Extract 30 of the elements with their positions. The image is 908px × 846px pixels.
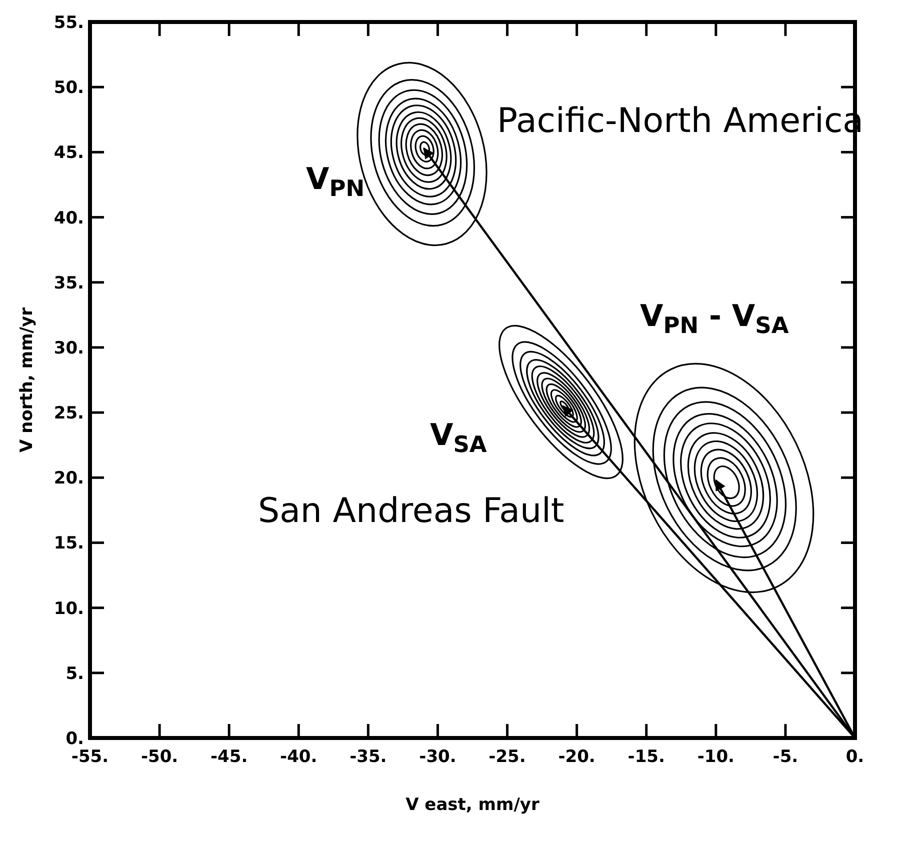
y-tick-label: 30.: [54, 338, 84, 358]
x-tick-label: -50.: [140, 747, 178, 767]
y-tick-label: 10.: [54, 598, 84, 619]
x-tick-label: -15.: [628, 747, 665, 767]
annotation: V$_{PN}$ - V$_{SA}$: [640, 299, 790, 339]
y-tick-label: 40.: [54, 208, 84, 228]
x-tick-label: -40.: [280, 747, 318, 767]
y-tick-label: 25.: [54, 404, 84, 424]
y-tick-label: 55.: [54, 13, 84, 33]
y-tick-label: 20.: [54, 468, 84, 489]
x-tick-label: -20.: [558, 747, 596, 767]
y-tick-label: 45.: [54, 143, 84, 164]
x-tick-label: -45.: [210, 747, 248, 767]
x-tick-label: -10.: [697, 747, 734, 767]
y-tick-label: 0.: [66, 729, 84, 749]
x-tick-label: -5.: [772, 747, 798, 767]
x-tick-label: -25.: [488, 747, 526, 767]
y-tick-label: 5.: [66, 664, 84, 684]
x-axis-title: V east, mm/yr: [406, 795, 540, 815]
annotation: V$_{SA}$: [430, 418, 488, 458]
y-tick-label: 35.: [54, 273, 84, 294]
x-tick-label: -30.: [419, 747, 456, 767]
y-tick-label: 50.: [54, 78, 84, 98]
annotation: San Andreas Fault: [258, 491, 564, 531]
x-tick-label: -55.: [71, 747, 109, 767]
y-tick-label: 15.: [54, 534, 84, 554]
x-tick-label: -35.: [350, 747, 387, 767]
annotation: V$_{PN}$: [306, 162, 365, 202]
y-axis-title: V north, mm/yr: [17, 306, 37, 452]
x-tick-label: 0.: [846, 747, 864, 767]
